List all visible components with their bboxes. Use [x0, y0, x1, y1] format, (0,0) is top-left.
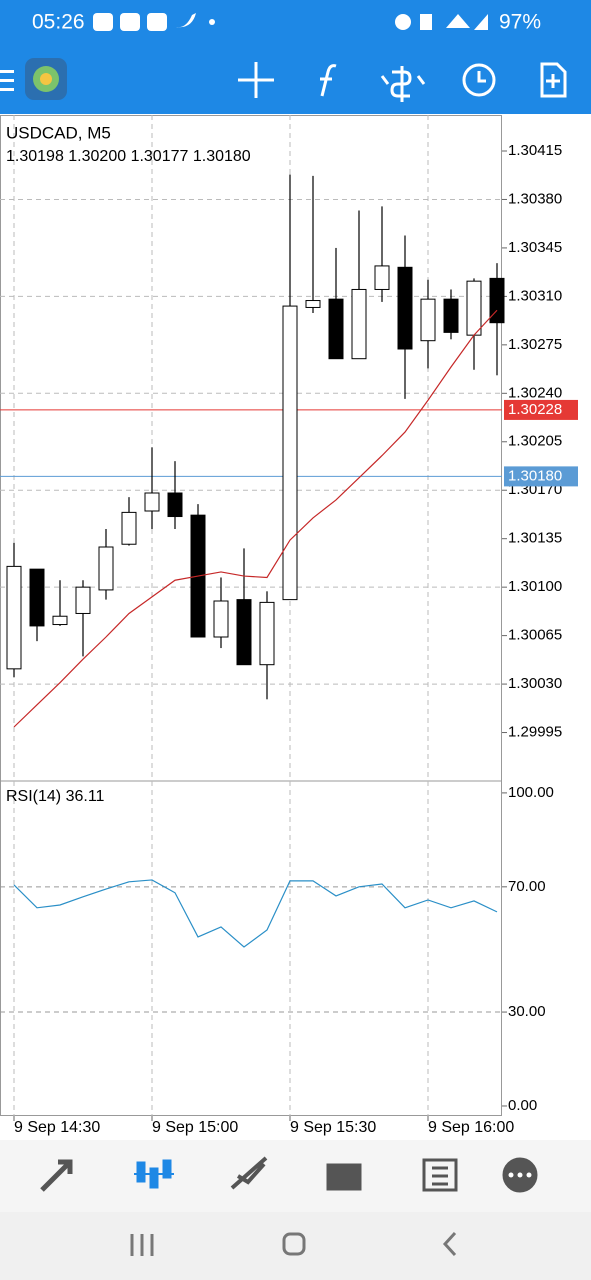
y-tick-label: 0.00 — [508, 1097, 537, 1114]
status-time: 05:26 — [32, 11, 85, 34]
nav-quotes[interactable] — [40, 1159, 73, 1192]
nav-news[interactable] — [422, 1158, 458, 1192]
rsi-label: RSI(14) 36.11 — [6, 788, 105, 805]
new-order-button[interactable] — [540, 62, 567, 98]
x-tick-label: 9 Sep 14:30 — [14, 1119, 100, 1136]
candle-body — [282, 305, 298, 601]
timeframe-button[interactable] — [462, 63, 496, 97]
status-battery: 97% — [499, 11, 541, 34]
candle-body — [351, 288, 367, 360]
status-icons — [93, 13, 488, 31]
nav-trade[interactable] — [230, 1156, 268, 1190]
candle-body — [236, 599, 252, 666]
y-tick-label: 1.30065 — [508, 627, 562, 644]
y-tick-label: 70.00 — [508, 878, 546, 895]
price-tag — [504, 399, 578, 420]
candle-body — [167, 492, 183, 518]
x-tick-label: 9 Sep 15:00 — [152, 1119, 238, 1136]
candle-body — [489, 277, 505, 324]
y-tick-label: 1.30310 — [508, 287, 562, 304]
app-logo[interactable] — [25, 58, 67, 100]
y-tick-label: 100.00 — [508, 784, 554, 801]
home-button[interactable] — [282, 1232, 306, 1256]
candle-body — [75, 586, 91, 614]
trade-button[interactable] — [380, 66, 426, 102]
indicators-button[interactable] — [320, 64, 337, 97]
candle-body — [6, 565, 22, 670]
y-tick-label: 1.30415 — [508, 142, 562, 159]
recent-apps-button[interactable] — [130, 1234, 154, 1256]
candle-body — [98, 546, 114, 591]
candle-body — [121, 511, 137, 545]
nav-history[interactable] — [326, 1163, 362, 1191]
price-tag-label: 1.30180 — [508, 467, 562, 484]
y-tick-label: 1.30240 — [508, 384, 562, 401]
y-tick-label: 30.00 — [508, 1003, 546, 1020]
candle-body — [213, 600, 229, 638]
candle-body — [52, 615, 68, 626]
x-tick-label: 9 Sep 15:30 — [290, 1119, 376, 1136]
candle-body — [259, 601, 275, 666]
candle-body — [374, 265, 390, 290]
price-tag — [504, 466, 578, 487]
y-tick-label: 1.30380 — [508, 190, 562, 207]
rsi-line — [13, 879, 498, 948]
candle-body — [305, 300, 321, 308]
moving-average — [13, 309, 498, 728]
toolbar — [0, 48, 591, 114]
candle-body — [443, 298, 459, 333]
y-tick-label: 1.30345 — [508, 239, 562, 256]
nav-chart[interactable] — [134, 1159, 174, 1189]
y-tick-label: 1.30135 — [508, 530, 562, 547]
candle-body — [420, 298, 436, 342]
y-tick-label: 1.30205 — [508, 433, 562, 450]
candle-body — [466, 280, 482, 336]
system-nav — [0, 1212, 591, 1280]
menu-button[interactable] — [0, 70, 14, 91]
chart-area: 1.30415 1.30380 1.30345 1.30310 1.30275 1.302… — [0, 115, 578, 1136]
candle-body — [29, 568, 45, 627]
y-tick-label: 1.30275 — [508, 336, 562, 353]
chart-symbol: USDCAD, M5 — [6, 123, 111, 142]
crosshair-button[interactable] — [238, 62, 274, 98]
x-tick-label: 9 Sep 16:00 — [428, 1119, 514, 1136]
candle-body — [144, 492, 160, 512]
price-tag-label: 1.30228 — [508, 401, 562, 418]
back-button[interactable] — [442, 1231, 457, 1257]
y-tick-label: 1.30030 — [508, 675, 562, 692]
bottom-nav — [0, 1140, 591, 1212]
y-tick-label: 1.30100 — [508, 578, 562, 595]
y-tick-label: 1.29995 — [508, 724, 562, 741]
chart-ohlc: 1.30198 1.30200 1.30177 1.30180 — [6, 148, 251, 165]
candle-body — [397, 266, 413, 350]
candle-body — [328, 298, 344, 360]
